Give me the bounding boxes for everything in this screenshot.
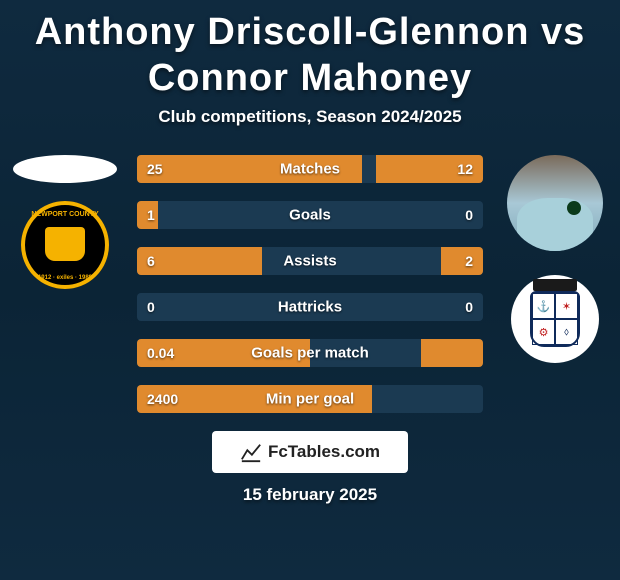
stat-label: Hattricks [278, 299, 342, 316]
ship-icon [533, 279, 577, 291]
stat-row: 2400 Min per goal [137, 385, 483, 413]
chart-line-icon [240, 441, 262, 463]
badge-top-text: NEWPORT COUNTY [21, 211, 109, 219]
stat-value-left: 6 [147, 253, 155, 269]
page-title: Anthony Driscoll-Glennon vs Connor Mahon… [0, 0, 620, 107]
player-kit-icon [517, 198, 594, 251]
stat-value-left: 0 [147, 299, 155, 315]
barrow-shield-icon [530, 291, 580, 347]
right-club-badge [511, 275, 599, 363]
stat-value-right: 2 [465, 253, 473, 269]
badge-bottom-text: 1912 · exiles · 1989 [21, 275, 109, 281]
stat-value-right: 12 [457, 161, 473, 177]
stats-column: 25 Matches 12 1 Goals 0 6 Assists 2 0 Hattricks 0 0.… [137, 155, 483, 413]
stat-row: 6 Assists 2 [137, 247, 483, 275]
comparison-content: NEWPORT COUNTY 1912 · exiles · 1989 25 Ma… [0, 155, 620, 505]
stat-bar-left [137, 247, 262, 275]
stat-row: 0 Hattricks 0 [137, 293, 483, 321]
date-text: 15 february 2025 [0, 485, 620, 505]
badge-shield-icon [45, 227, 85, 261]
gear-icon [532, 319, 555, 345]
stat-label: Goals [289, 207, 331, 224]
player-right-avatar [507, 155, 603, 251]
stat-bar-right [441, 247, 483, 275]
left-club-badge: NEWPORT COUNTY 1912 · exiles · 1989 [21, 201, 109, 289]
brand-text: FcTables.com [268, 442, 380, 462]
stat-value-right: 0 [465, 207, 473, 223]
subtitle: Club competitions, Season 2024/2025 [0, 107, 620, 127]
stat-row: 25 Matches 12 [137, 155, 483, 183]
stat-value-right: 0 [465, 299, 473, 315]
stat-value-left: 0.04 [147, 345, 174, 361]
diamond-icon [555, 319, 578, 345]
stat-value-left: 2400 [147, 391, 178, 407]
stat-label: Matches [280, 161, 340, 178]
anchor-icon [532, 293, 555, 319]
stat-row: 0.04 Goals per match [137, 339, 483, 367]
stat-value-left: 25 [147, 161, 163, 177]
stat-bar-right [421, 339, 483, 367]
right-player-column [500, 155, 610, 377]
stat-value-left: 1 [147, 207, 155, 223]
stat-label: Assists [283, 253, 336, 270]
brand-logo[interactable]: FcTables.com [212, 431, 408, 473]
stat-label: Min per goal [266, 391, 354, 408]
stat-row: 1 Goals 0 [137, 201, 483, 229]
star-icon [555, 293, 578, 319]
left-player-column: NEWPORT COUNTY 1912 · exiles · 1989 [10, 155, 120, 303]
stat-label: Goals per match [251, 345, 369, 362]
player-left-avatar-placeholder [13, 155, 117, 183]
